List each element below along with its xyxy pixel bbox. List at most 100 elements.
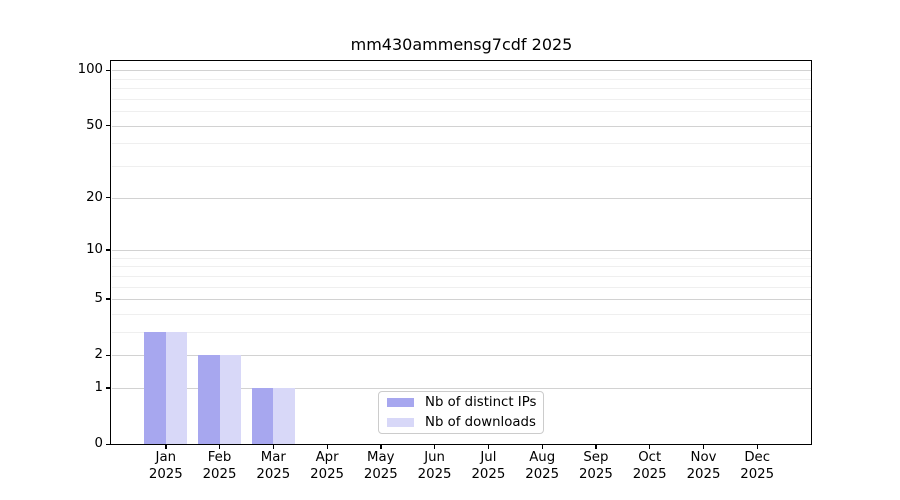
x-tick-label-jun: Jun 2025 <box>403 450 467 483</box>
x-tick-month: Aug <box>529 450 556 465</box>
y-tick-label-100: 100 <box>77 62 103 78</box>
gridline-major-10 <box>112 249 811 251</box>
chart-title: mm430ammensg7cdf 2025 <box>350 35 573 54</box>
gridline-major-5 <box>112 298 811 300</box>
y-tick-label-2: 2 <box>94 347 103 363</box>
gridline-minor-6 <box>112 286 811 288</box>
x-tick-label-feb: Feb 2025 <box>188 450 252 483</box>
x-tick-label-apr: Apr 2025 <box>295 450 359 483</box>
x-tick-year: 2025 <box>686 466 721 482</box>
bar-nb-of-distinct-ips-Mar <box>251 387 274 444</box>
x-tick-mark-dec <box>756 444 758 449</box>
x-tick-label-sep: Sep 2025 <box>564 450 628 483</box>
x-tick-year: 2025 <box>471 466 506 482</box>
x-tick-year: 2025 <box>256 466 291 482</box>
legend-item-distinct-ips: Nb of distinct IPs <box>385 394 537 412</box>
x-tick-mark-feb <box>219 444 221 449</box>
legend-label-downloads: Nb of downloads <box>425 414 536 430</box>
gridline-minor-3 <box>112 331 811 333</box>
x-tick-month: Feb <box>207 450 232 465</box>
y-tick-mark-1 <box>106 387 111 389</box>
y-tick-mark-20 <box>106 197 111 199</box>
gridline-minor-60 <box>112 111 811 113</box>
x-tick-mark-jan <box>165 444 167 449</box>
x-tick-year: 2025 <box>148 466 183 482</box>
gridline-major-2 <box>112 355 811 357</box>
y-tick-mark-5 <box>106 298 111 300</box>
x-tick-label-jan: Jan 2025 <box>134 450 198 483</box>
bars-layer <box>112 62 811 444</box>
gridline-major-50 <box>112 125 811 127</box>
x-tick-year: 2025 <box>202 466 237 482</box>
x-tick-mark-aug <box>541 444 543 449</box>
gridline-major-20 <box>112 197 811 199</box>
legend-swatch-downloads <box>387 417 414 427</box>
x-tick-month: Jul <box>480 450 497 465</box>
gridline-minor-30 <box>112 166 811 167</box>
x-tick-month: Apr <box>315 450 339 465</box>
legend-swatch-distinct-ips <box>387 398 414 408</box>
y-tick-label-10: 10 <box>86 241 103 257</box>
x-tick-mark-sep <box>595 444 597 449</box>
y-tick-mark-100 <box>106 69 111 72</box>
x-tick-year: 2025 <box>417 466 452 482</box>
gridline-major-100 <box>112 70 811 72</box>
x-tick-label-may: May 2025 <box>349 450 413 483</box>
x-tick-label-aug: Aug 2025 <box>510 450 574 483</box>
gridline-minor-80 <box>112 88 811 90</box>
plot-area <box>112 62 811 444</box>
y-tick-label-50: 50 <box>86 117 103 133</box>
legend-label-distinct-ips: Nb of distinct IPs <box>425 395 537 411</box>
x-tick-year: 2025 <box>525 466 560 482</box>
bar-nb-of-downloads-Mar <box>273 387 295 444</box>
gridline-minor-90 <box>112 78 811 80</box>
x-tick-year: 2025 <box>740 466 775 482</box>
bar-nb-of-distinct-ips-Jan <box>144 331 166 444</box>
x-tick-month: Sep <box>583 450 609 465</box>
gridline-minor-4 <box>112 313 811 315</box>
gridline-minor-8 <box>112 266 811 268</box>
x-tick-year: 2025 <box>578 466 613 482</box>
x-tick-month: Oct <box>638 450 662 465</box>
gridline-major-1 <box>112 387 811 389</box>
bar-nb-of-distinct-ips-Feb <box>198 355 220 444</box>
y-tick-mark-2 <box>106 354 111 356</box>
x-tick-mark-oct <box>649 444 651 449</box>
x-tick-year: 2025 <box>632 466 667 482</box>
x-tick-label-nov: Nov 2025 <box>672 450 736 483</box>
x-tick-label-mar: Mar 2025 <box>241 450 305 483</box>
x-tick-month: Dec <box>744 450 771 465</box>
x-tick-label-oct: Oct 2025 <box>618 450 682 483</box>
x-tick-mark-mar <box>272 444 275 449</box>
y-tick-label-1: 1 <box>94 379 103 395</box>
gridline-minor-40 <box>112 143 811 145</box>
x-tick-mark-jul <box>487 444 490 449</box>
x-tick-label-jul: Jul 2025 <box>456 450 520 483</box>
x-tick-label-dec: Dec 2025 <box>725 450 789 483</box>
bar-nb-of-downloads-Jan <box>165 331 188 444</box>
x-tick-month: Jan <box>155 450 177 465</box>
y-tick-mark-50 <box>106 125 111 127</box>
gridlines-layer <box>112 62 811 444</box>
y-tick-label-20: 20 <box>86 189 103 205</box>
x-tick-month: Nov <box>690 450 717 465</box>
y-tick-mark-0 <box>106 443 111 445</box>
gridline-minor-70 <box>112 98 811 100</box>
gridline-minor-9 <box>112 257 811 259</box>
x-tick-month: May <box>367 450 395 465</box>
gridline-minor-7 <box>112 275 811 277</box>
x-tick-mark-jun <box>434 444 436 449</box>
x-tick-mark-may <box>380 444 382 449</box>
legend-item-downloads: Nb of downloads <box>385 414 537 432</box>
x-tick-month: Jun <box>424 450 445 465</box>
x-tick-month: Mar <box>260 450 286 465</box>
y-tick-label-0: 0 <box>94 436 103 451</box>
y-tick-mark-10 <box>106 249 111 251</box>
bar-nb-of-downloads-Feb <box>219 355 241 444</box>
legend: Nb of distinct IPs Nb of downloads <box>378 391 544 434</box>
x-tick-year: 2025 <box>363 466 398 482</box>
x-tick-mark-nov <box>703 444 705 449</box>
x-tick-year: 2025 <box>310 466 345 482</box>
